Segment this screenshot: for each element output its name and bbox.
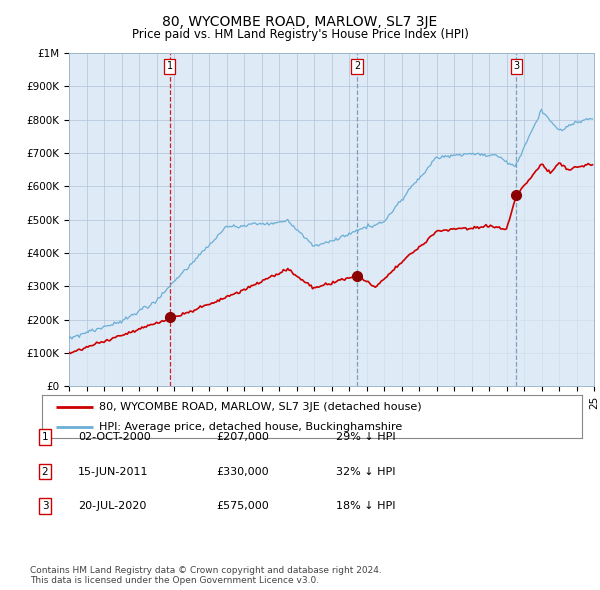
Text: Contains HM Land Registry data © Crown copyright and database right 2024.: Contains HM Land Registry data © Crown c… [30,566,382,575]
Text: 1: 1 [167,61,173,71]
Text: 18% ↓ HPI: 18% ↓ HPI [336,501,395,511]
Text: 2: 2 [41,467,49,477]
Text: 3: 3 [513,61,519,71]
Text: 80, WYCOMBE ROAD, MARLOW, SL7 3JE (detached house): 80, WYCOMBE ROAD, MARLOW, SL7 3JE (detac… [98,402,421,412]
Text: £575,000: £575,000 [216,501,269,511]
Text: 3: 3 [41,501,49,511]
Text: 2: 2 [354,61,360,71]
Text: 15-JUN-2011: 15-JUN-2011 [78,467,149,477]
Text: 02-OCT-2000: 02-OCT-2000 [78,432,151,442]
Text: £330,000: £330,000 [216,467,269,477]
Text: £207,000: £207,000 [216,432,269,442]
Text: 1: 1 [41,432,49,442]
Text: 29% ↓ HPI: 29% ↓ HPI [336,432,395,442]
Text: 80, WYCOMBE ROAD, MARLOW, SL7 3JE: 80, WYCOMBE ROAD, MARLOW, SL7 3JE [163,15,437,29]
Text: HPI: Average price, detached house, Buckinghamshire: HPI: Average price, detached house, Buck… [98,422,402,432]
Text: Price paid vs. HM Land Registry's House Price Index (HPI): Price paid vs. HM Land Registry's House … [131,28,469,41]
Text: This data is licensed under the Open Government Licence v3.0.: This data is licensed under the Open Gov… [30,576,319,585]
Text: 32% ↓ HPI: 32% ↓ HPI [336,467,395,477]
Text: 20-JUL-2020: 20-JUL-2020 [78,501,146,511]
